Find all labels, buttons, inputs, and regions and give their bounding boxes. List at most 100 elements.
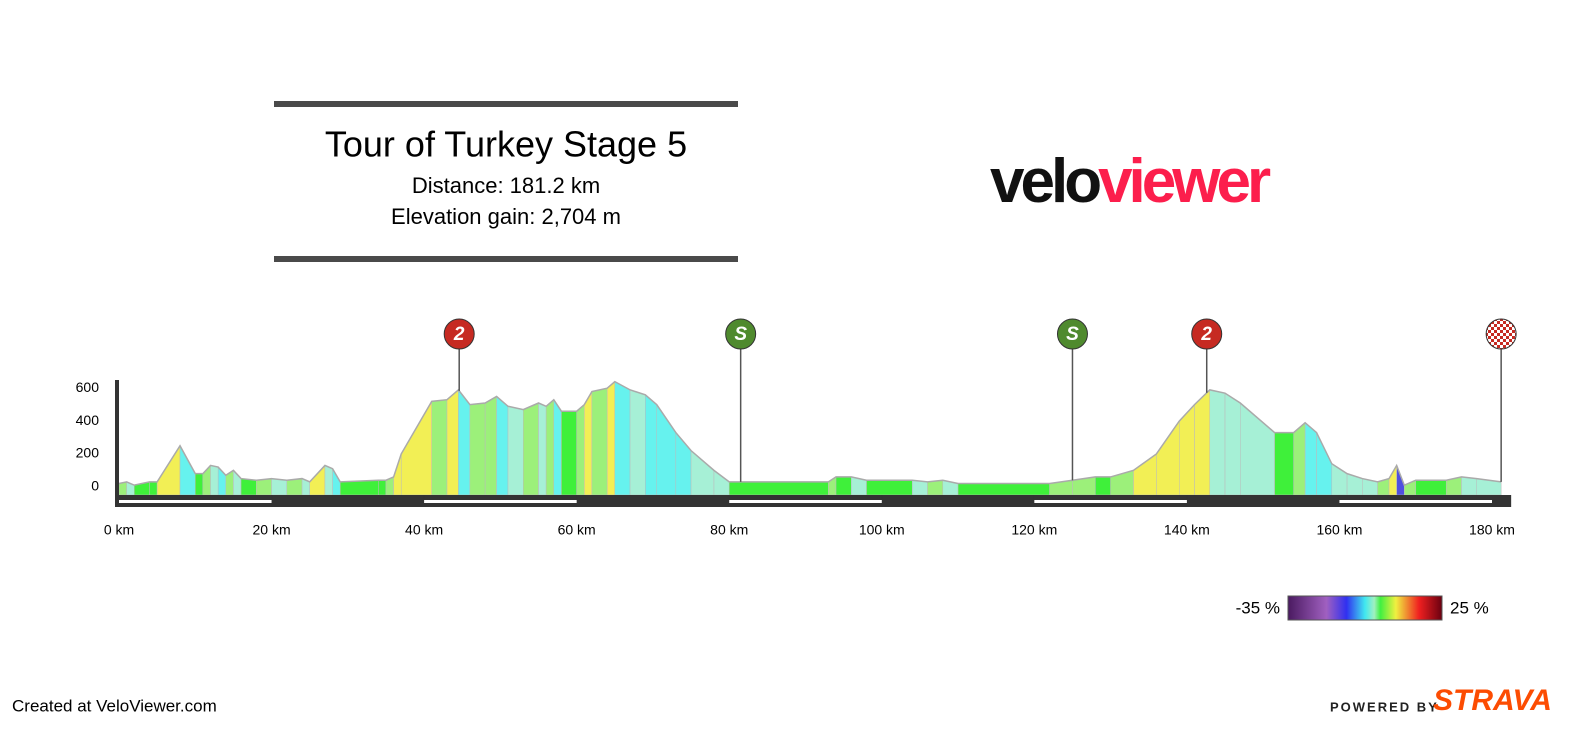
logo: veloviewer — [990, 147, 1271, 216]
elevation-segment — [1304, 422, 1317, 496]
elevation-segment — [591, 387, 608, 496]
elevation-segment — [713, 469, 730, 496]
marker — [1485, 318, 1517, 350]
elevation-segment — [1274, 432, 1294, 496]
elevation-segment — [927, 479, 944, 496]
x-tick-label: 160 km — [1316, 522, 1362, 538]
elevation-segment — [576, 404, 585, 496]
elevation-segment — [149, 481, 158, 496]
elevation-segment — [1224, 392, 1241, 496]
elevation-segment — [1194, 389, 1211, 496]
elevation-segment — [1388, 464, 1397, 496]
elevation-segment — [866, 479, 913, 496]
elevation-segment — [523, 402, 539, 496]
elevation-segment — [538, 402, 547, 496]
logo-part: viewer — [1098, 147, 1271, 216]
elevation-segment — [835, 476, 852, 496]
elevation-segment — [728, 481, 829, 496]
elevation-segment — [458, 389, 471, 496]
elevation-segment — [256, 478, 272, 496]
elevation-segment — [1209, 389, 1226, 496]
header-rule — [274, 101, 738, 107]
elevation-segment — [431, 399, 448, 496]
elevation-segment — [324, 465, 333, 496]
elevation-segment — [1461, 476, 1477, 496]
y-tick-label: 400 — [76, 412, 100, 428]
distance-band — [119, 500, 272, 503]
marker-label: S — [1066, 324, 1079, 345]
plot: 0 km 20 km 40 km 60 km 80 km 100 km 120 km 140 … — [76, 318, 1517, 538]
distance-band — [424, 500, 577, 503]
x-tick-label: 0 km — [104, 522, 134, 538]
elevation-segment — [484, 395, 497, 496]
elevation-segment — [1095, 476, 1111, 496]
elevation-segment — [496, 395, 509, 496]
elevation-segment — [400, 400, 432, 496]
elevation-segment — [545, 399, 555, 496]
marker-label: S — [734, 324, 747, 345]
distance-band — [1034, 500, 1187, 503]
x-tick-label: 60 km — [558, 522, 596, 538]
elevation-segment — [378, 479, 387, 496]
x-tick-label: 140 km — [1164, 522, 1210, 538]
scale-label: -35 % — [1236, 598, 1280, 617]
elevation-segment — [606, 381, 616, 496]
elevation-segment — [912, 479, 928, 496]
marker — [1056, 318, 1088, 350]
elevation-segment — [645, 394, 658, 496]
elevation-segment — [1316, 432, 1333, 496]
distance-band — [729, 500, 882, 503]
y-tick-label: 600 — [76, 379, 100, 395]
marker — [1191, 318, 1223, 350]
elevation-segment — [271, 478, 288, 496]
elevation-segment — [507, 405, 524, 496]
distance-band — [1339, 500, 1492, 503]
elevation-segment — [195, 473, 204, 496]
elevation-segment — [1133, 453, 1157, 496]
elevation-segment — [332, 467, 341, 496]
x-tick-label: 80 km — [710, 522, 748, 538]
y-tick-label: 0 — [91, 477, 99, 493]
gradient-bar — [1287, 595, 1443, 621]
title: Tour of Turkey Stage 5 — [325, 124, 687, 165]
powered-by: POWERED BY — [1330, 699, 1439, 714]
elevation-segment — [469, 402, 486, 496]
marker — [725, 318, 757, 350]
elevation-segment — [957, 483, 1050, 496]
strava-logo: STRAVA — [1433, 684, 1552, 717]
elevation-segment — [240, 478, 257, 496]
elevation-segment — [1415, 479, 1447, 496]
elevation-segment — [690, 450, 715, 496]
elevation-segment — [614, 381, 631, 496]
footer-credit: Created at VeloViewer.com — [12, 696, 217, 715]
elevation-segment — [286, 478, 303, 496]
logo-part: velo — [990, 147, 1100, 216]
marker-label: 2 — [453, 324, 465, 345]
marker-label: 2 — [1200, 324, 1212, 345]
header-rule — [274, 256, 738, 262]
elevation-segment — [1293, 422, 1306, 496]
elevation-gain: Elevation gain: 2,704 m — [391, 204, 621, 229]
x-tick-label: 120 km — [1011, 522, 1057, 538]
x-tick-label: 180 km — [1469, 522, 1515, 538]
elevation-segment — [553, 398, 562, 496]
elevation-segment — [446, 389, 459, 496]
elevation-segment — [561, 410, 577, 496]
x-tick-label: 100 km — [859, 522, 905, 538]
distance: Distance: 181.2 km — [412, 173, 600, 198]
x-tick-label: 20 km — [252, 522, 290, 538]
scale-label: 25 % — [1450, 598, 1489, 617]
elevation-segment — [156, 444, 181, 496]
elevation-segment — [1156, 420, 1180, 496]
y-tick-label: 200 — [76, 445, 100, 461]
marker — [443, 318, 475, 350]
elevation-segment — [210, 465, 219, 496]
profile-outline — [118, 380, 1502, 487]
elevation-segment — [584, 390, 593, 496]
elevation-segment — [629, 389, 646, 496]
elevation-segment — [339, 479, 379, 496]
x-tick-label: 40 km — [405, 522, 443, 538]
y-axis — [115, 380, 119, 507]
